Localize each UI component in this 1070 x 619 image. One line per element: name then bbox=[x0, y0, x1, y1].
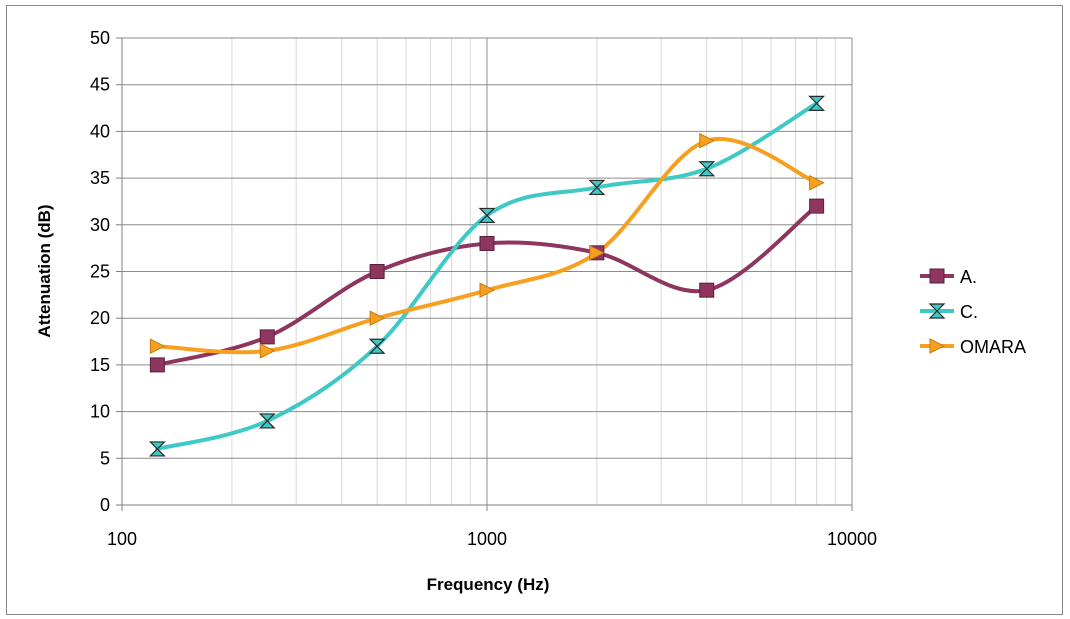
legend: A. C. OMARA bbox=[920, 267, 1026, 357]
x-tick-label: 10000 bbox=[827, 529, 877, 549]
data-point-omara bbox=[809, 174, 825, 191]
legend-marker-a bbox=[929, 268, 945, 284]
y-tick-label: 0 bbox=[100, 495, 110, 515]
y-tick-label: 45 bbox=[90, 75, 110, 95]
legend-label-a: A. bbox=[960, 267, 977, 287]
data-point-a bbox=[149, 357, 165, 373]
data-point-c bbox=[588, 179, 606, 196]
data-point-omara bbox=[259, 343, 276, 359]
data-point-c bbox=[368, 338, 386, 354]
data-point-omara bbox=[369, 310, 386, 327]
y-tick-label: 10 bbox=[90, 402, 110, 422]
data-point-c bbox=[258, 413, 276, 429]
chart-frame bbox=[6, 5, 1063, 615]
data-point-c bbox=[808, 95, 826, 111]
data-point-omara bbox=[589, 245, 605, 261]
data-point-a bbox=[699, 282, 715, 298]
data-point-a bbox=[369, 264, 385, 279]
data-point-omara bbox=[149, 338, 166, 355]
x-tick-label: 100 bbox=[107, 529, 137, 549]
y-axis-title: Attenuation (dB) bbox=[35, 204, 54, 337]
y-tick-label: 25 bbox=[90, 262, 110, 282]
axes bbox=[116, 37, 853, 511]
x-axis-title: Frequency (Hz) bbox=[427, 575, 550, 594]
legend-marker-omara bbox=[929, 338, 946, 354]
data-point-omara bbox=[699, 132, 715, 149]
y-tick-labels: 0 5 10 15 20 25 30 35 40 45 50 bbox=[90, 28, 110, 515]
y-tick-label: 40 bbox=[90, 121, 110, 141]
data-point-a bbox=[809, 198, 825, 214]
x-tick-label: 1000 bbox=[467, 529, 507, 549]
data-point-c bbox=[698, 161, 716, 177]
data-point-omara bbox=[479, 282, 496, 298]
data-point-a bbox=[479, 235, 495, 251]
legend-marker-c bbox=[928, 303, 946, 319]
y-tick-label: 35 bbox=[90, 168, 110, 188]
y-tick-label: 30 bbox=[90, 215, 110, 235]
y-tick-label: 50 bbox=[90, 28, 110, 48]
data-point-a bbox=[259, 329, 275, 345]
y-tick-label: 5 bbox=[100, 448, 110, 468]
legend-label-c: C. bbox=[960, 302, 978, 322]
x-tick-labels: 100 1000 10000 bbox=[107, 529, 877, 549]
series-markers bbox=[148, 95, 826, 457]
data-point-c bbox=[478, 207, 496, 224]
legend-label-omara: OMARA bbox=[960, 337, 1026, 357]
y-tick-label: 15 bbox=[90, 355, 110, 375]
y-tick-label: 20 bbox=[90, 308, 110, 328]
data-point-c bbox=[148, 441, 166, 457]
